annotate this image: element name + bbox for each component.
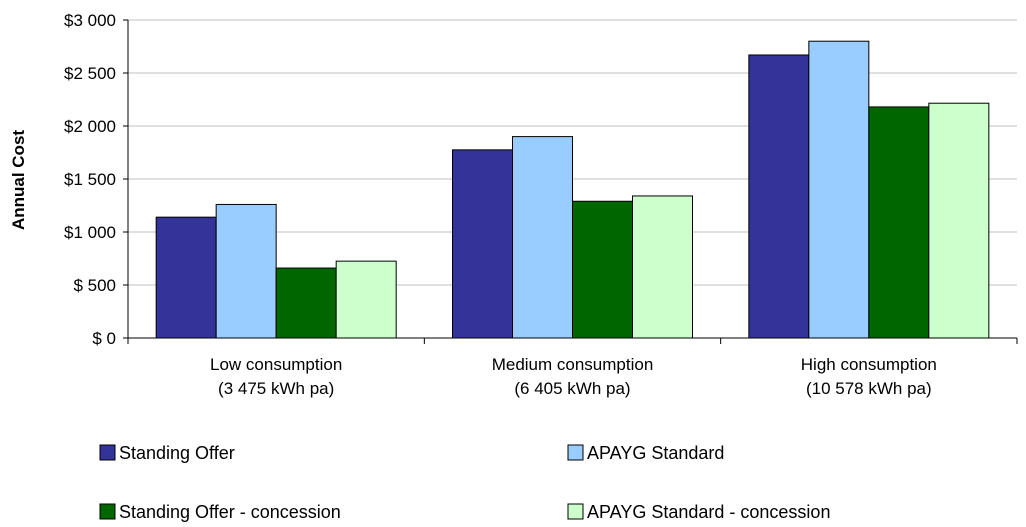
y-tick-label: $ 0 — [92, 329, 116, 348]
bar — [572, 200, 633, 339]
x-category-label: Medium consumption — [492, 355, 654, 374]
legend-label: APAYG Standard — [587, 443, 724, 463]
x-category-label: (3 475 kWh pa) — [218, 379, 334, 398]
legend-swatch — [99, 503, 116, 520]
y-tick-label: $1 500 — [64, 170, 116, 189]
legend-swatch — [99, 444, 116, 461]
legend-label: Standing Offer - concession — [119, 502, 341, 522]
x-category-label: (6 405 kWh pa) — [514, 379, 630, 398]
bar — [632, 195, 693, 339]
x-category-label: Low consumption — [210, 355, 342, 374]
bar — [155, 216, 217, 339]
y-tick-label: $2 000 — [64, 117, 116, 136]
y-tick-labels: $ 0 $ 500 $1 000 $1 500 $2 000 $2 500 $3 000 — [64, 11, 116, 348]
bar — [215, 203, 277, 339]
y-tick-label: $ 500 — [73, 276, 116, 295]
legend-swatch — [567, 444, 584, 461]
bar — [452, 149, 513, 339]
x-category-label: (10 578 kWh pa) — [806, 379, 932, 398]
y-tick-label: $3 000 — [64, 11, 116, 30]
axes — [123, 19, 1018, 344]
bar — [748, 54, 810, 339]
bar — [335, 260, 397, 339]
bar — [928, 102, 990, 339]
legend-label: APAYG Standard - concession — [587, 502, 830, 522]
bar — [275, 267, 337, 339]
bar — [868, 106, 930, 339]
legend-swatch — [567, 503, 584, 520]
y-tick-label: $1 000 — [64, 223, 116, 242]
x-category-label: High consumption — [801, 355, 937, 374]
bars — [155, 40, 990, 339]
legend: Standing Offer APAYG Standard Standing Off… — [99, 443, 830, 522]
y-tick-label: $2 500 — [64, 64, 116, 83]
x-category-labels: Low consumption (3 475 kWh pa) Medium cons… — [210, 355, 937, 398]
bar — [512, 136, 573, 339]
legend-label: Standing Offer — [119, 443, 235, 463]
bar — [808, 40, 870, 339]
y-axis-label: Annual Cost — [9, 130, 28, 230]
